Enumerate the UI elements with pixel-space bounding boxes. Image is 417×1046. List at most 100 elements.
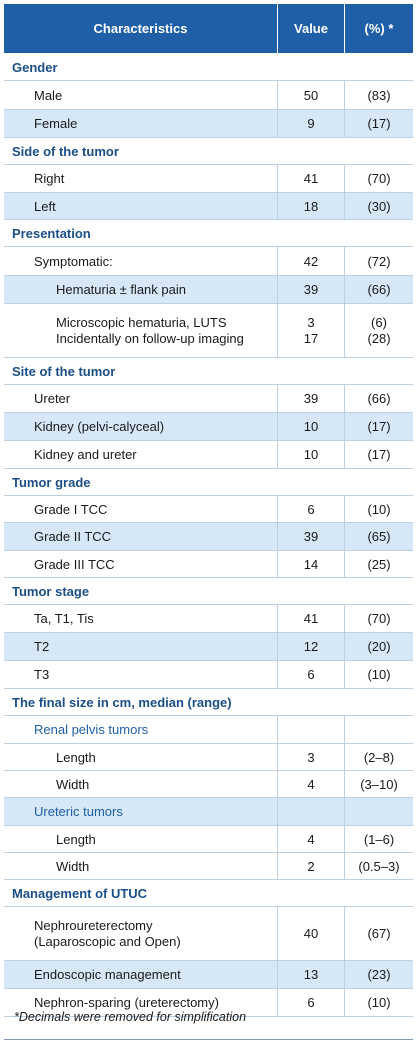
row-percent: (10)	[367, 501, 391, 517]
row-percent: (66)	[367, 282, 391, 297]
row-range: (2–8)	[363, 749, 395, 765]
table-row: Length 4 (1–6)	[4, 826, 413, 853]
empty-cell	[345, 798, 413, 825]
table-row: Ta, T1, Tis 41 (70)	[4, 605, 413, 633]
section-presentation: Presentation	[4, 220, 413, 247]
row-label: Microscopic hematuria, LUTS	[56, 314, 227, 330]
row-label: Incidentally on follow-up imaging	[56, 330, 244, 346]
table-row: Ureter 39 (66)	[4, 385, 413, 413]
row-value-group: 3 17	[278, 304, 345, 357]
header-characteristics: Characteristics	[4, 4, 278, 53]
row-label: Male	[4, 81, 278, 109]
row-label: Width	[4, 771, 278, 797]
table-row: Endoscopic management 13 (23)	[4, 961, 413, 989]
row-value: 6	[278, 661, 345, 688]
section-final-size: The final size in cm, median (range)	[4, 689, 413, 716]
section-side: Side of the tumor	[4, 138, 413, 165]
row-label: Grade II TCC	[4, 523, 278, 550]
table-row: Grade III TCC 14 (25)	[4, 551, 413, 578]
row-label: Hematuria ± flank pain	[4, 276, 278, 303]
row-label: Nephroureterectomy	[34, 917, 153, 933]
row-value: 18	[278, 193, 345, 219]
row-percent: (20)	[367, 639, 391, 654]
table-header: Characteristics Value (%) *	[4, 4, 413, 54]
row-label: Ureter	[4, 385, 278, 412]
section-grade: Tumor grade	[4, 469, 413, 496]
table-row: Width 4 (3–10)	[4, 771, 413, 798]
row-percent: (65)	[367, 529, 391, 544]
row-percent: (17)	[367, 116, 391, 131]
row-value: 10	[278, 441, 345, 468]
row-percent: (23)	[367, 967, 391, 982]
row-value: 42	[278, 247, 345, 275]
row-value: 10	[278, 413, 345, 440]
row-value: 9	[278, 110, 345, 137]
row-value: 2	[278, 853, 345, 879]
bottom-divider	[4, 1039, 413, 1040]
row-percent: (17)	[367, 419, 391, 434]
characteristics-table: Characteristics Value (%) * Gender Male …	[4, 4, 413, 1017]
table-row: Nephroureterectomy (Laparoscopic and Ope…	[4, 907, 413, 961]
row-percent: (25)	[367, 556, 391, 572]
table-row: T3 6 (10)	[4, 661, 413, 689]
row-percent: (83)	[367, 87, 391, 103]
row-value: 4	[278, 771, 345, 797]
row-label: Nephron-sparing (ureterectomy)	[4, 989, 278, 1016]
table-row: Kidney and ureter 10 (17)	[4, 441, 413, 469]
row-percent: (30)	[367, 198, 391, 214]
row-label: Left	[4, 193, 278, 219]
row-percent: (67)	[367, 926, 391, 941]
row-percent: (72)	[367, 253, 391, 269]
row-value: 6	[278, 496, 345, 522]
row-label: Endoscopic management	[4, 961, 278, 988]
row-value: 41	[278, 165, 345, 192]
row-value: 40	[278, 907, 345, 960]
header-value: Value	[278, 4, 345, 53]
row-value: 39	[278, 385, 345, 412]
row-percent: (10)	[367, 667, 391, 682]
row-range: (3–10)	[360, 776, 398, 792]
subsection-title: Ureteric tumors	[4, 798, 278, 825]
row-label: Right	[4, 165, 278, 192]
section-stage: Tumor stage	[4, 578, 413, 605]
row-label: (Laparoscopic and Open)	[34, 933, 181, 949]
row-range: (0.5–3)	[358, 858, 400, 874]
empty-cell	[278, 798, 345, 825]
row-label: Length	[4, 744, 278, 770]
row-label: Width	[4, 853, 278, 879]
row-percent: (70)	[367, 611, 391, 626]
table-row: Width 2 (0.5–3)	[4, 853, 413, 880]
subsection-header: Ureteric tumors	[4, 798, 413, 826]
row-label: Length	[4, 826, 278, 852]
table-row: Male 50 (83)	[4, 81, 413, 110]
row-value: 39	[278, 276, 345, 303]
section-management: Management of UTUC	[4, 880, 413, 907]
row-value: 50	[278, 81, 345, 109]
row-label: Ta, T1, Tis	[4, 605, 278, 632]
table-row: Length 3 (2–8)	[4, 744, 413, 771]
table-row: Hematuria ± flank pain 39 (66)	[4, 276, 413, 304]
row-value: 12	[278, 633, 345, 660]
empty-cell	[278, 716, 345, 743]
row-label: Grade III TCC	[4, 551, 278, 577]
header-percent: (%) *	[364, 21, 394, 36]
table-row: Right 41 (70)	[4, 165, 413, 193]
row-percent: (6)	[371, 314, 387, 330]
row-value: 14	[278, 551, 345, 577]
row-value: 4	[278, 826, 345, 852]
row-percent-group: (6) (28)	[345, 304, 413, 357]
empty-cell	[345, 716, 413, 743]
row-label: Female	[4, 110, 278, 137]
row-label-group: Microscopic hematuria, LUTS Incidentally…	[4, 304, 278, 357]
table-row: Microscopic hematuria, LUTS Incidentally…	[4, 304, 413, 358]
row-label: Kidney and ureter	[4, 441, 278, 468]
row-label: Grade I TCC	[4, 496, 278, 522]
row-range: (1–6)	[363, 831, 395, 847]
row-percent: (66)	[367, 391, 391, 406]
row-value: 39	[278, 523, 345, 550]
row-label: Symptomatic:	[4, 247, 278, 275]
table-row: Symptomatic: 42 (72)	[4, 247, 413, 276]
row-percent: (70)	[367, 171, 391, 186]
table-row: Nephron-sparing (ureterectomy) 6 (10)	[4, 989, 413, 1017]
table-row: Left 18 (30)	[4, 193, 413, 220]
